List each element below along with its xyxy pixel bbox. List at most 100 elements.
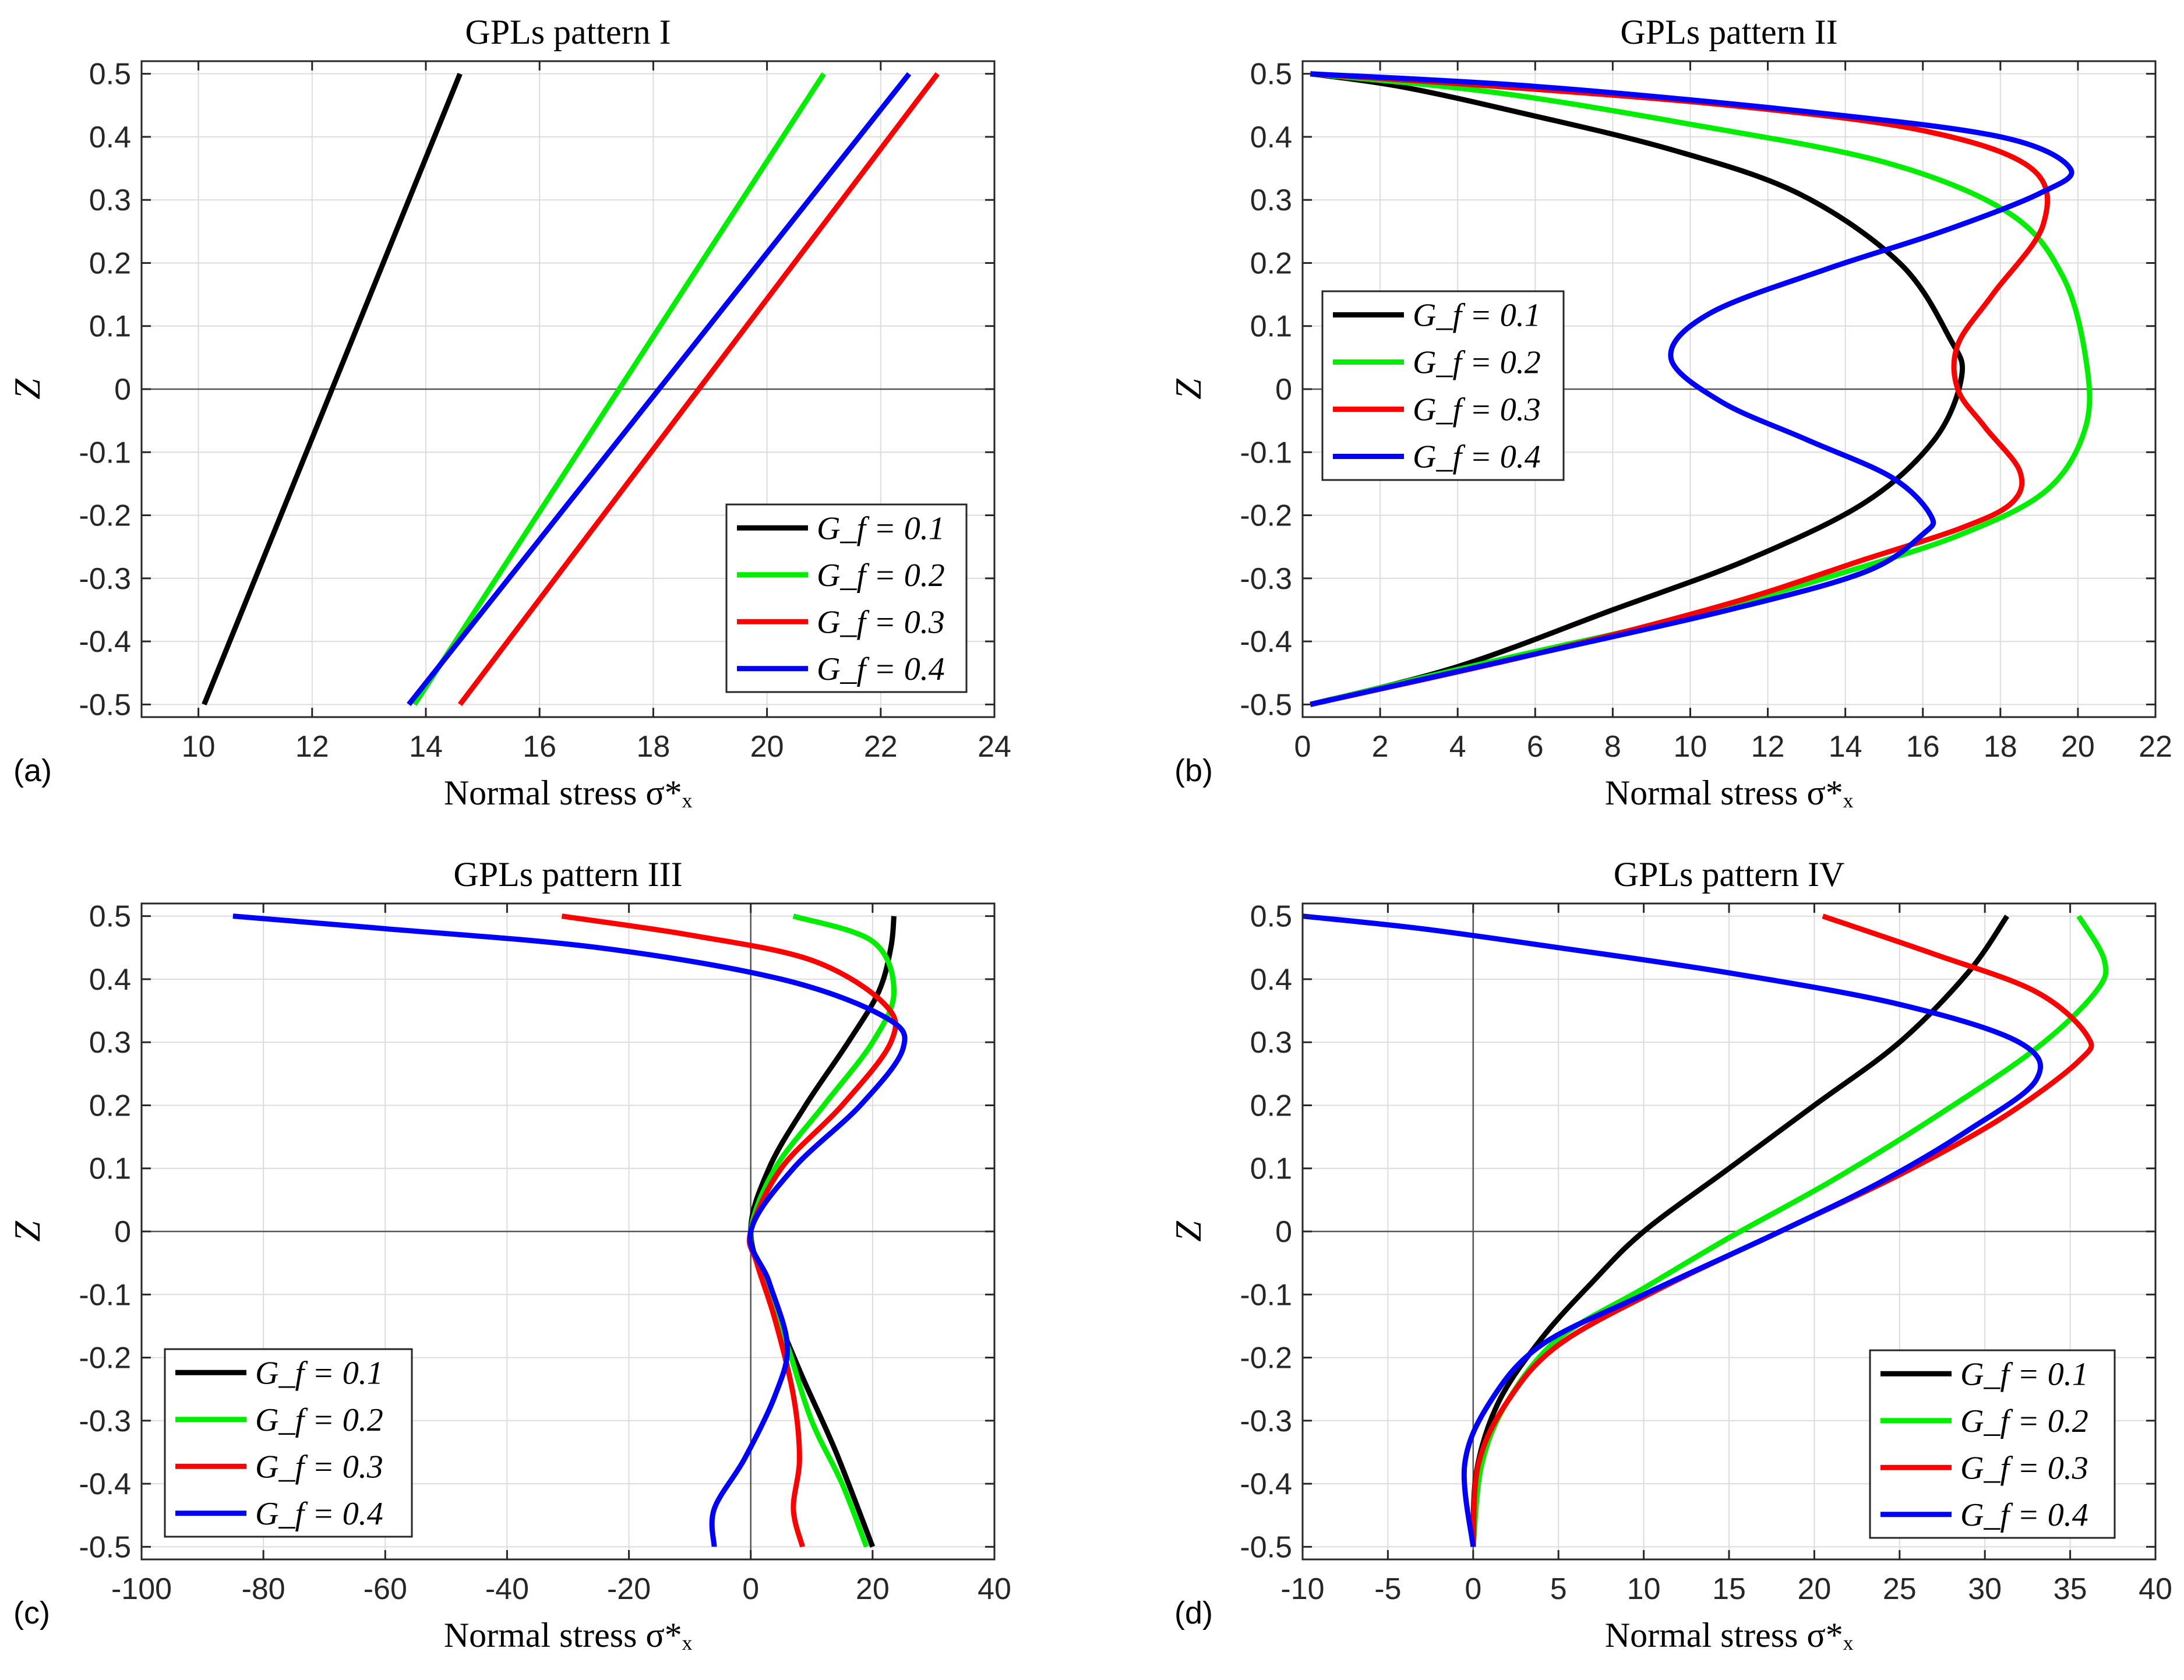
legend: G_f = 0.1 G_f = 0.2 G_f = 0.3 G_f = 0.4 xyxy=(1321,290,1565,481)
chart-title: GPLs pattern I xyxy=(465,13,671,51)
x-tick-label: 0 xyxy=(1294,730,1311,764)
y-tick-label: -0.3 xyxy=(1240,1404,1292,1438)
legend-entry-4: G_f = 0.4 xyxy=(817,651,945,687)
panel-label: (d) xyxy=(1174,1596,1213,1630)
series-group xyxy=(1310,71,2093,707)
x-tick-label: 12 xyxy=(295,730,329,764)
x-tick-label: 14 xyxy=(409,730,443,764)
y-tick-label: -0.3 xyxy=(79,1404,131,1438)
y-tick-label: 0.3 xyxy=(89,183,131,217)
series-group xyxy=(232,913,908,1548)
legend-entry-3: G_f = 0.3 xyxy=(255,1449,383,1485)
x-tick-label: -5 xyxy=(1374,1572,1401,1606)
panel-label: (c) xyxy=(13,1596,50,1630)
y-tick-label: 0 xyxy=(114,1215,131,1249)
y-tick-label: 0.2 xyxy=(1250,1089,1292,1123)
legend-box xyxy=(1869,1349,2116,1539)
x-tick-label: 25 xyxy=(1883,1572,1917,1606)
panel-label: (a) xyxy=(13,753,52,788)
y-tick-label: 0.5 xyxy=(1250,900,1292,934)
y-tick-label: 0.4 xyxy=(89,963,131,997)
y-tick-label: -0.5 xyxy=(79,688,131,722)
legend-box xyxy=(1321,290,1565,481)
series-line-3 xyxy=(458,72,940,707)
x-tick-label: 10 xyxy=(182,730,216,764)
y-tick-label: -0.2 xyxy=(79,1342,131,1375)
x-tick-label: -40 xyxy=(485,1572,529,1606)
series-line-2 xyxy=(412,72,826,706)
y-tick-label: -0.4 xyxy=(79,625,131,659)
y-tick-label: 0.5 xyxy=(1250,58,1292,91)
x-tick-label: -60 xyxy=(364,1572,407,1606)
x-tick-label: 40 xyxy=(978,1572,1011,1606)
x-tick-label: -100 xyxy=(111,1572,172,1606)
y-tick-label: 0.2 xyxy=(1250,246,1292,280)
x-tick-label: 18 xyxy=(636,730,670,764)
x-tick-label: 20 xyxy=(750,730,784,764)
x-tick-label: 40 xyxy=(2139,1572,2172,1606)
legend-entry-1: G_f = 0.1 xyxy=(1960,1356,2088,1392)
panel-label: (b) xyxy=(1174,753,1213,788)
legend-entry-2: G_f = 0.2 xyxy=(1960,1403,2088,1439)
series-line-3 xyxy=(561,913,898,1548)
y-tick-label: -0.1 xyxy=(1240,1278,1292,1312)
series-line-4 xyxy=(407,72,912,707)
y-tick-label: -0.2 xyxy=(79,499,131,533)
y-tick-label: -0.1 xyxy=(1240,436,1292,470)
legend-entry-2: G_f = 0.2 xyxy=(817,557,945,594)
series-line-1 xyxy=(1470,915,2010,1547)
y-tick-label: -0.5 xyxy=(1240,688,1292,722)
chart-panel-b: 0 2 4 6 8 10 12 14 16 18 20 22 -0.5 -0.4 -0.3 -0.2 -0.1 0… xyxy=(1167,13,2172,812)
y-tick-label: 0.4 xyxy=(1250,963,1292,997)
series-group xyxy=(1302,913,2109,1547)
legend-entry-3: G_f = 0.3 xyxy=(1413,392,1541,428)
x-tick-label: 20 xyxy=(2061,730,2095,764)
y-tick-label: 0.1 xyxy=(1250,1152,1292,1186)
y-tick-label: -0.2 xyxy=(1240,1342,1292,1375)
x-axis-label: Normal stress σ*ₓ xyxy=(1605,1616,1854,1654)
x-tick-label: 30 xyxy=(1968,1572,2002,1606)
y-axis-label: Z xyxy=(1167,378,1209,400)
chart-panel-d: -10 -5 0 5 10 15 20 25 30 35 40 -0.5 -0.4 -0.3 -0.2 -0.… xyxy=(1167,855,2172,1654)
legend: G_f = 0.1 G_f = 0.2 G_f = 0.3 G_f = 0.4 xyxy=(1869,1349,2116,1539)
y-tick-label: 0.4 xyxy=(89,121,131,154)
y-tick-label: 0.2 xyxy=(89,246,131,280)
x-tick-label: 0 xyxy=(742,1572,759,1606)
x-axis-label: Normal stress σ*ₓ xyxy=(1605,774,1854,812)
y-tick-label: -0.5 xyxy=(79,1530,131,1564)
x-tick-label: 20 xyxy=(1797,1572,1831,1606)
y-tick-label: 0.3 xyxy=(89,1026,131,1060)
y-axis-label: Z xyxy=(6,378,48,400)
legend-entry-1: G_f = 0.1 xyxy=(817,510,945,546)
x-tick-label: 35 xyxy=(2054,1572,2087,1606)
y-tick-label: 0.1 xyxy=(89,1152,131,1186)
series-line-1 xyxy=(202,73,463,705)
y-tick-label: 0 xyxy=(1275,1215,1292,1249)
y-tick-label: 0.3 xyxy=(1250,183,1292,217)
chart-panel-a: 10 12 14 16 18 20 22 24 -0.5 -0.4 -0.3 -0.2 -0.1 0 0.1… xyxy=(6,13,1011,812)
legend-entry-1: G_f = 0.1 xyxy=(1413,298,1541,334)
y-tick-label: -0.4 xyxy=(1240,625,1292,659)
legend-entry-3: G_f = 0.3 xyxy=(1960,1450,2088,1486)
y-tick-label: 0.3 xyxy=(1250,1026,1292,1060)
y-tick-label: -0.1 xyxy=(79,1278,131,1312)
x-tick-label: 5 xyxy=(1550,1572,1567,1606)
x-tick-label: -20 xyxy=(607,1572,651,1606)
series-line-1 xyxy=(1310,71,1966,707)
legend: G_f = 0.1 G_f = 0.2 G_f = 0.3 G_f = 0.4 xyxy=(725,503,968,693)
y-tick-label: 0.1 xyxy=(89,310,131,344)
x-tick-label: -80 xyxy=(242,1572,285,1606)
x-axis-label: Normal stress σ*ₓ xyxy=(444,1616,693,1654)
x-tick-label: -10 xyxy=(1280,1572,1324,1606)
y-tick-label: 0.5 xyxy=(89,900,131,934)
x-tick-label: 16 xyxy=(1906,730,1940,764)
series-line-4 xyxy=(1302,913,2044,1547)
x-tick-label: 12 xyxy=(1751,730,1785,764)
legend-entry-2: G_f = 0.2 xyxy=(255,1402,383,1438)
x-tick-label: 20 xyxy=(856,1572,890,1606)
chart-title: GPLs pattern IV xyxy=(1614,855,1845,894)
y-tick-label: -0.3 xyxy=(79,562,131,596)
y-tick-label: -0.4 xyxy=(79,1467,131,1501)
x-tick-label: 22 xyxy=(864,730,898,764)
